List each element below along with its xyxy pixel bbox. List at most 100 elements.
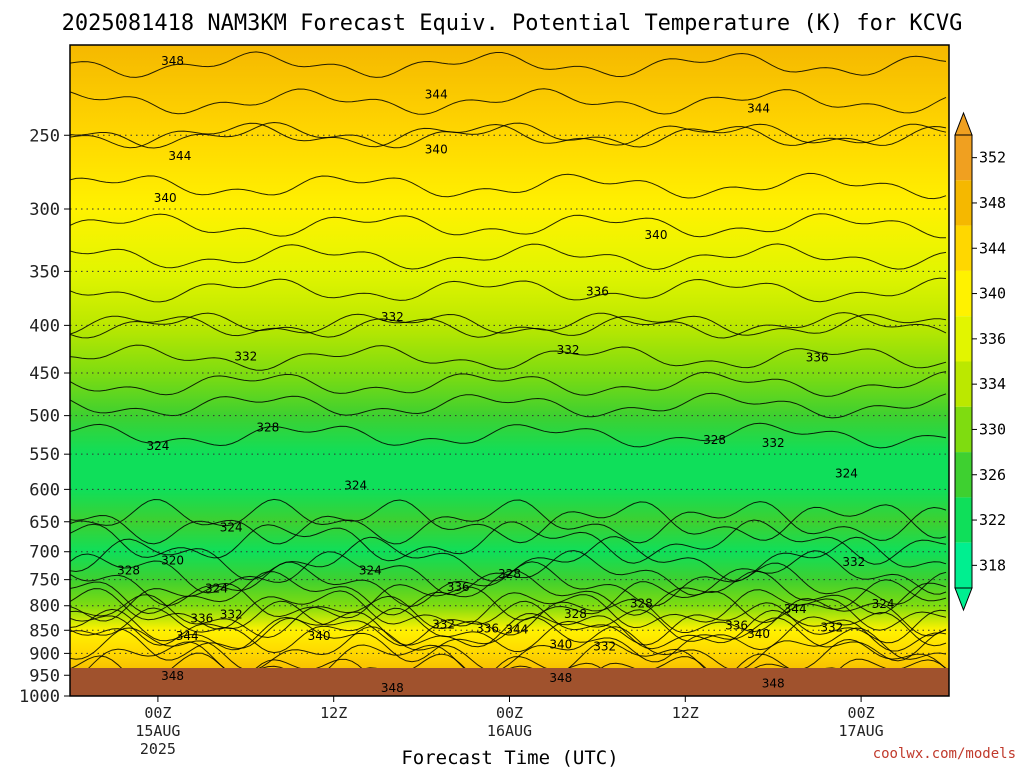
contour-line [70,616,947,663]
contour-label: 320 [161,553,184,567]
contour-line [70,122,947,149]
contour-label: 340 [308,629,331,643]
colorbar-swatch [955,542,972,588]
y-tick-label: 550 [29,445,60,465]
contour-line [70,600,947,647]
contour-label: 340 [549,637,572,651]
y-tick-label: 350 [29,262,60,282]
y-tick-label: 800 [29,597,60,617]
contour-label: 336 [806,350,829,364]
y-tick-label: 1000 [19,687,60,707]
colorbar-swatch [955,180,972,226]
contour-line [70,121,947,149]
colorbar-swatch [955,225,972,271]
colorbar-tick-label: 340 [979,285,1006,303]
colorbar-tick-label: 336 [979,330,1006,348]
y-axis: 250 300 350 400 450 500 550 600 650 700 750 800 850 9… [19,126,70,707]
contour-label: 324 [220,520,243,534]
contour-label: 344 [176,629,199,643]
colorbar-swatch [955,452,972,498]
colorbar-tick-label: 318 [979,556,1006,574]
ground-below-surface [70,668,949,696]
chart-title: 2025081418 NAM3KM Forecast Equiv. Potent… [62,11,963,36]
colorbar-swatch [955,316,972,362]
x-tick-label: 00Z [848,704,875,722]
contour-label: 348 [381,681,404,695]
contour-label: 328 [498,567,521,581]
contour-label: 340 [154,191,177,205]
contour-line [70,243,947,270]
contour-line [70,519,947,565]
x-tick-label: 12Z [672,704,699,722]
y-tick-label: 650 [29,513,60,533]
contour-line [70,277,947,303]
colorbar-swatch [955,406,972,453]
colorbar-tick-label: 344 [979,239,1006,257]
contour-label: 332 [820,620,843,634]
colorbar-tick-label: 352 [979,149,1006,167]
contour-labels: 348 344 344 344 340 340 340 336 332 332 332 336 328 3… [117,54,894,695]
contour-label: 332 [432,618,455,632]
contour-line [70,626,947,672]
contour-label: 324 [146,439,169,453]
colorbar-bottom-arrow [954,587,973,612]
contour-label: 344 [747,102,770,116]
y-tick-label: 500 [29,407,60,427]
contour-label: 336 [190,612,213,626]
colorbar-swatch [955,135,972,181]
contour-label: 344 [784,602,807,616]
contour-label: 332 [381,310,404,324]
x-tick-label: 12Z [320,704,347,722]
y-tick-label: 250 [29,126,60,146]
contour-line [70,213,947,239]
colorbar-swatch [955,361,972,407]
contour-line [70,371,947,397]
contour-label: 336 [586,285,609,299]
contour-label: 340 [645,228,668,242]
x-tick-label: 15AUG [135,722,180,740]
x-tick-label: 00Z [496,704,523,722]
contour-label: 324 [205,582,228,596]
contour-line [70,312,947,339]
contour-line [70,422,947,449]
contour-label: 344 [425,87,448,101]
contour-label: 332 [234,350,257,364]
contour-line [70,498,947,545]
contour-line [70,88,947,115]
contour-lines [70,51,947,696]
x-tick-label: 17AUG [839,722,884,740]
contour-line [70,51,947,78]
y-tick-label: 700 [29,543,60,563]
colorbar-top-arrow [954,111,973,136]
pressure-gridlines [70,134,949,676]
contour-label: 348 [762,677,785,691]
y-tick-label: 400 [29,316,60,336]
contour-label: 332 [557,343,580,357]
contour-label: 348 [161,669,184,683]
contour-label: 324 [835,467,858,481]
contour-label: 328 [117,563,140,577]
x-tick-label: 16AUG [487,722,532,740]
colorbar-tick-label: 330 [979,420,1006,438]
contour-label: 332 [762,436,785,450]
y-tick-label: 750 [29,571,60,591]
contour-label: 336 [476,621,499,635]
contour-label: 332 [593,640,616,654]
colorbar-swatch [955,270,972,317]
contour-label: 328 [256,421,279,435]
colorbar-frame [954,134,973,589]
contour-label: 348 [161,54,184,68]
x-tick-label: 00Z [144,704,171,722]
y-tick-label: 950 [29,666,60,686]
colorbar-tick-label: 348 [979,194,1006,212]
contour-label: 324 [872,597,895,611]
contour-line [70,594,947,639]
contour-line [70,172,947,200]
y-tick-label: 900 [29,644,60,664]
contour-label: 328 [703,433,726,447]
contour-line [70,498,947,545]
contour-label: 344 [168,149,191,163]
contour-label: 324 [344,478,367,492]
